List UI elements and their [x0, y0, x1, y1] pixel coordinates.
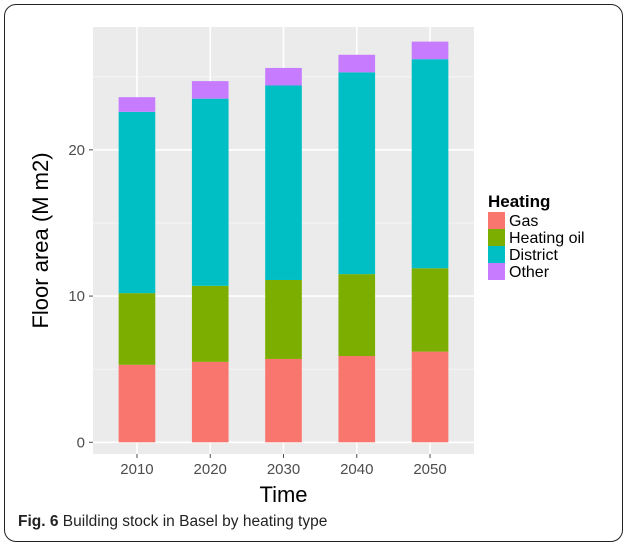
bar-segment-district: [191, 98, 229, 286]
x-tick-label: 2030: [267, 461, 300, 478]
x-tick-label: 2020: [194, 461, 227, 478]
legend-key-gas: [488, 212, 505, 229]
bar-segment-district: [338, 72, 376, 275]
bar-segment-heating-oil: [191, 285, 229, 362]
legend-key-heating-oil: [488, 229, 505, 246]
bar-segment-other: [265, 67, 302, 86]
x-tick-label: 2040: [340, 461, 373, 478]
figure-caption-text: Building stock in Basel by heating type: [58, 513, 328, 530]
bar-segment-other: [411, 41, 449, 60]
x-tick-label: 2010: [120, 461, 153, 478]
bar-segment-district: [411, 59, 449, 269]
legend-title: Heating: [488, 192, 550, 211]
bar-segment-other: [338, 54, 376, 73]
bar-segment-gas: [338, 356, 376, 443]
y-tick-label: 10: [68, 288, 85, 305]
bar-segment-gas: [265, 358, 302, 443]
figure-frame: [4, 4, 623, 542]
bar-segment-district: [265, 85, 302, 280]
bar-segment-heating-oil: [118, 293, 156, 365]
legend-label: Other: [509, 264, 550, 281]
bar-segment-heating-oil: [338, 274, 376, 357]
legend-label: Heating oil: [509, 230, 585, 247]
legend-label: District: [509, 247, 558, 264]
y-tick-label: 20: [68, 142, 85, 159]
bar-segment-gas: [411, 351, 449, 443]
x-tick-label: 2050: [413, 461, 446, 478]
figure-caption: Fig. 6 Building stock in Basel by heatin…: [18, 513, 327, 531]
bar-segment-gas: [118, 364, 156, 443]
legend-label: Gas: [509, 213, 538, 230]
legend-key-other: [488, 263, 505, 280]
bar-segment-other: [191, 81, 229, 99]
bar-segment-district: [118, 111, 156, 294]
bar-segment-gas: [191, 361, 229, 443]
y-tick-label: 0: [77, 434, 85, 451]
y-axis-title: Floor area (M m2): [28, 152, 53, 328]
bar-segment-other: [118, 97, 156, 112]
figure-number: Fig. 6: [18, 513, 59, 530]
bar-segment-heating-oil: [411, 268, 449, 352]
legend-key-district: [488, 246, 505, 263]
x-axis-title: Time: [259, 482, 307, 507]
bar-segment-heating-oil: [265, 279, 302, 359]
